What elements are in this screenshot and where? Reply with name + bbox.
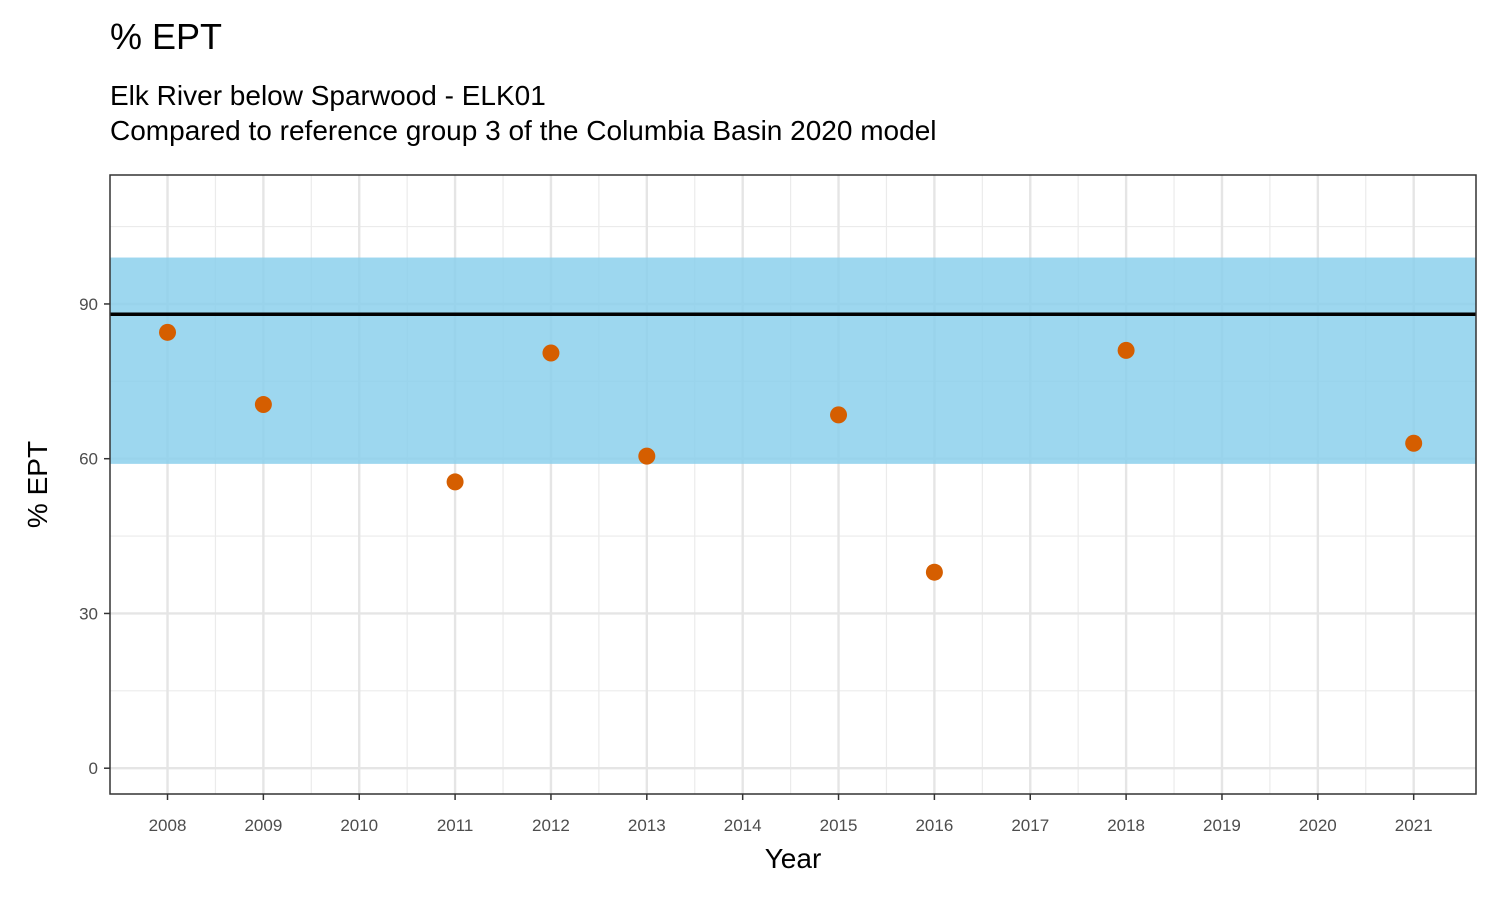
x-tick-label: 2011	[437, 816, 474, 835]
y-tick-label: 0	[89, 759, 98, 778]
y-tick-label: 30	[79, 604, 98, 623]
data-point	[542, 344, 560, 362]
chart-subtitle-line-2: Compared to reference group 3 of the Col…	[110, 115, 937, 146]
panel-border	[109, 174, 1477, 795]
data-points	[159, 323, 1423, 581]
chart-subtitle-line-1: Elk River below Sparwood - ELK01	[110, 80, 546, 111]
x-tick-label: 2016	[915, 816, 953, 835]
y-tick-label: 60	[79, 450, 98, 469]
data-point	[1405, 434, 1423, 452]
y-axis-title: % EPT	[22, 441, 53, 528]
x-axis-title: Year	[765, 843, 822, 874]
axis-ticks: 2008 2009 2010 2011 2012 2013 2014 2015 2016 2017…	[79, 295, 1433, 835]
chart-title: % EPT	[110, 16, 223, 57]
data-point	[830, 406, 848, 424]
x-tick-label: 2012	[532, 816, 570, 835]
x-tick-label: 2010	[340, 816, 378, 835]
data-point	[638, 447, 656, 465]
x-tick-label: 2020	[1299, 816, 1337, 835]
reference-band-group	[110, 257, 1476, 464]
data-point	[159, 323, 177, 341]
x-tick-label: 2018	[1107, 816, 1145, 835]
data-point	[925, 563, 943, 581]
x-tick-label: 2009	[244, 816, 282, 835]
reference-band	[110, 257, 1476, 464]
data-point	[446, 473, 464, 491]
x-tick-label: 2013	[628, 816, 666, 835]
x-tick-label: 2017	[1011, 816, 1049, 835]
y-tick-label: 90	[79, 295, 98, 314]
x-tick-label: 2014	[724, 816, 762, 835]
data-point	[254, 396, 272, 414]
x-tick-label: 2015	[820, 816, 858, 835]
x-tick-label: 2021	[1395, 816, 1433, 835]
x-tick-label: 2008	[149, 816, 187, 835]
x-tick-label: 2019	[1203, 816, 1241, 835]
data-point	[1117, 341, 1135, 359]
